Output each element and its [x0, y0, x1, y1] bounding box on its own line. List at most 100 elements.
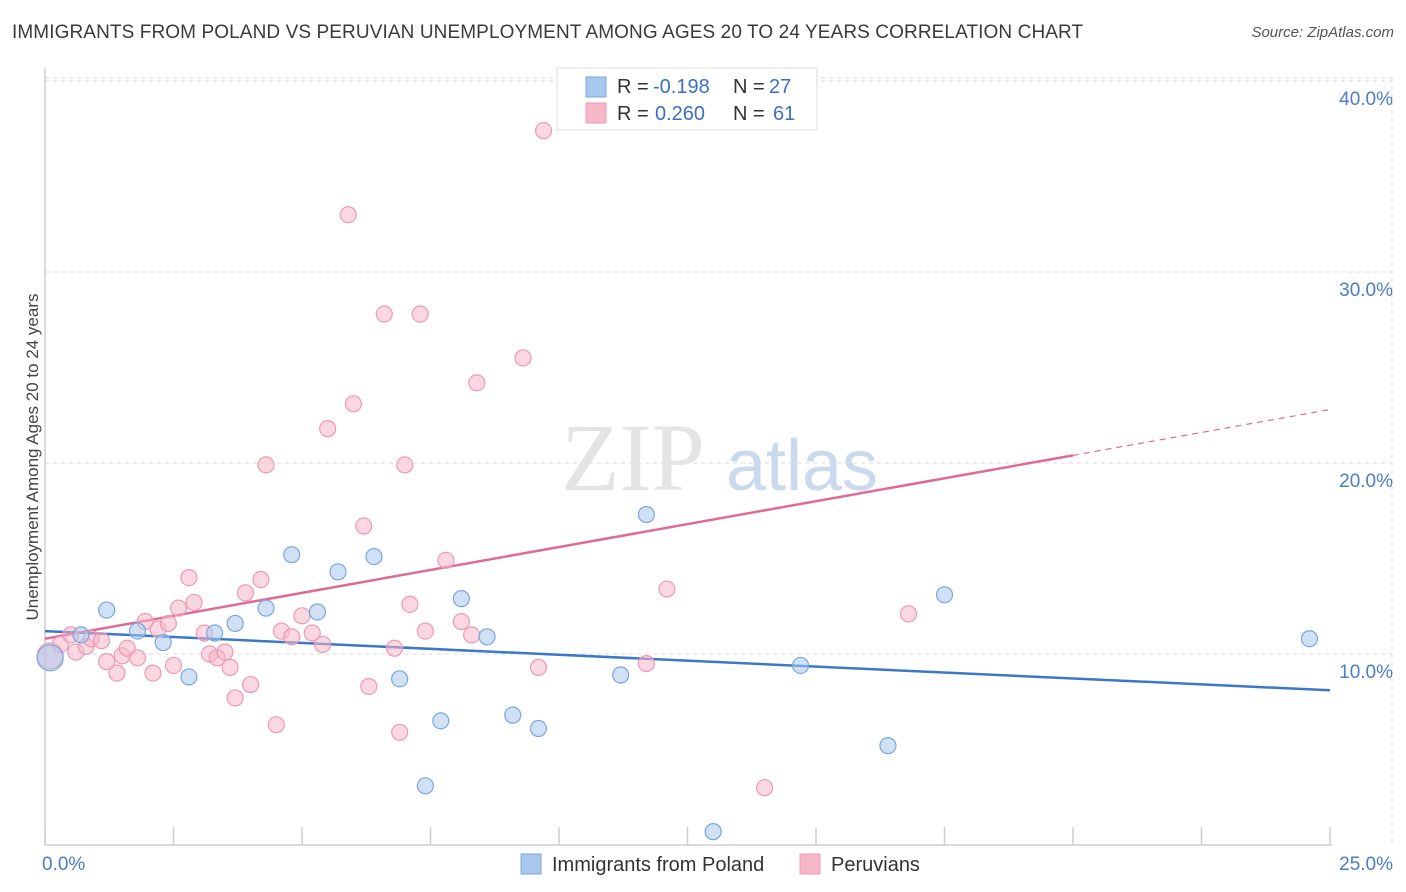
y-tick-label: 10.0% — [1339, 662, 1393, 683]
bottom-legend-label-poland: Immigrants from Poland — [552, 854, 764, 876]
peruvian-point — [236, 584, 255, 602]
poland-point — [704, 823, 722, 841]
poland-point — [257, 599, 275, 617]
peruvian-point — [437, 551, 455, 570]
peruvian-point — [899, 605, 918, 623]
poland-point — [416, 777, 434, 795]
peruvian-point — [108, 664, 126, 682]
bottom-legend-swatch-peru — [799, 853, 821, 875]
peruvian-point — [534, 122, 553, 140]
legend-n-label-peru: N = — [733, 103, 765, 125]
poland-point — [128, 622, 147, 640]
peruvian-point — [144, 664, 162, 682]
poland-point — [226, 614, 244, 633]
y-tick-label: 30.0% — [1339, 280, 1393, 301]
series-poland-points — [36, 505, 1319, 841]
chart-title: IMMIGRANTS FROM POLAND VS PERUVIAN UNEMP… — [12, 22, 1084, 43]
trend-line-0 — [44, 629, 1331, 692]
poland-point — [791, 656, 810, 675]
peruvian-point — [98, 653, 116, 671]
peruvian-point — [164, 656, 183, 675]
peruvian-point — [226, 689, 244, 707]
poland-point — [879, 737, 897, 755]
peruvian-point — [293, 607, 311, 625]
peruvian-point — [344, 395, 362, 413]
peruvian-point — [283, 628, 301, 646]
peruvian-point — [658, 580, 676, 598]
poland-point — [206, 624, 224, 642]
poland-point — [365, 547, 383, 566]
peruvian-point — [339, 206, 357, 224]
peruvian-point — [159, 614, 177, 633]
poland-point — [452, 590, 470, 608]
bottom-legend-label-peru: Peruvians — [831, 854, 920, 876]
poland-point — [935, 586, 954, 604]
y-tick-label: 20.0% — [1339, 471, 1393, 492]
legend: R = -0.198 N = 27 R = 0.260 N = 61 — [556, 67, 818, 131]
peruvian-point — [257, 456, 275, 474]
peruvian-point — [401, 595, 419, 613]
peruvian-point — [128, 649, 147, 667]
peruvian-point — [170, 599, 188, 617]
legend-r-value-peru: 0.260 — [655, 103, 705, 125]
poland-point — [529, 719, 548, 738]
x-tick-marks — [44, 827, 1331, 845]
peruvian-point — [396, 456, 414, 474]
bottom-legend: Immigrants from Poland Peruvians — [520, 853, 920, 876]
legend-n-value-peru: 61 — [773, 103, 795, 125]
y-tick-label: 40.0% — [1339, 89, 1393, 110]
trend-line-dashed-1 — [1072, 408, 1331, 456]
peruvian-point — [391, 723, 409, 741]
watermark: ZIP atlas — [561, 404, 878, 511]
legend-swatch-peru — [585, 102, 607, 124]
peruvian-point — [92, 632, 111, 650]
peruvian-point — [303, 624, 321, 642]
peruvian-point — [463, 626, 481, 644]
poland-point — [154, 633, 172, 652]
legend-n-label-poland: N = — [733, 76, 765, 98]
peruvian-point — [355, 517, 373, 535]
peruvian-point — [185, 593, 203, 612]
peruvian-point — [514, 349, 532, 367]
peruvian-point — [242, 675, 260, 694]
peruvian-point — [411, 305, 429, 323]
axes — [44, 68, 1332, 846]
legend-n-value-poland: 27 — [769, 76, 791, 98]
y-axis-title: Unemployment Among Ages 20 to 24 years — [23, 294, 42, 621]
poland-point — [283, 546, 301, 564]
peruvian-point — [360, 677, 378, 696]
poland-point — [637, 505, 655, 524]
poland-point — [36, 644, 64, 672]
poland-point — [432, 712, 450, 730]
legend-r-label-poland: R = — [617, 76, 649, 98]
source-label: Source: ZipAtlas.com — [1251, 24, 1394, 41]
peruvian-point — [216, 643, 234, 661]
peruvian-point — [529, 658, 548, 676]
poland-point — [72, 626, 90, 644]
trend-line-1 — [44, 454, 1074, 640]
poland-point — [612, 666, 630, 684]
watermark-atlas: atlas — [726, 426, 878, 506]
x-tick-label: 25.0% — [1339, 854, 1393, 875]
trend-lines — [44, 408, 1331, 692]
legend-swatch-poland — [585, 76, 607, 98]
peruvian-point — [755, 779, 774, 797]
peruvian-point — [319, 420, 337, 438]
poland-point — [504, 706, 522, 724]
peruvian-point — [468, 374, 486, 392]
poland-point — [180, 668, 198, 686]
peruvian-point — [252, 570, 270, 589]
y-tick-labels: 10.0% 20.0% 30.0% 40.0% — [1339, 89, 1393, 683]
poland-point — [308, 603, 327, 621]
peruvian-point — [452, 612, 470, 631]
peruvian-point — [385, 639, 404, 657]
peruvian-point — [267, 716, 285, 734]
poland-point — [1300, 630, 1319, 648]
peruvian-point — [637, 654, 655, 673]
poland-point — [98, 601, 116, 619]
legend-r-label-peru: R = — [617, 103, 649, 125]
watermark-zip: ZIP — [561, 404, 705, 511]
poland-point — [391, 670, 409, 688]
peruvian-point — [180, 568, 198, 587]
